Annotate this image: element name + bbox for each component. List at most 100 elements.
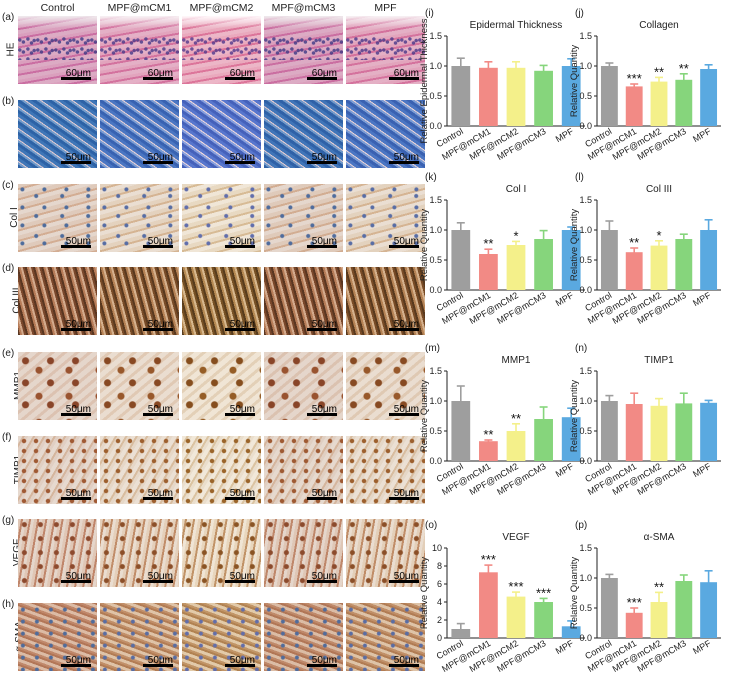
y-tick-label: 1.5 <box>429 31 442 41</box>
y-axis-label: Relative Quantity <box>569 380 580 453</box>
bar <box>600 66 618 126</box>
y-tick-label: 0.0 <box>579 285 592 295</box>
y-tick-label: 0.5 <box>579 603 592 613</box>
micrograph-tile: 50μm <box>18 603 97 671</box>
bar <box>700 69 718 126</box>
scale-label: 50μm <box>393 319 419 330</box>
significance-label: ** <box>629 235 639 250</box>
micrograph-tile: 50μm <box>264 184 343 252</box>
scale-label: 50μm <box>393 152 419 163</box>
significance-label: ** <box>654 64 664 79</box>
bar <box>561 66 581 126</box>
scale-label: 50μm <box>311 488 337 499</box>
y-tick-label: 1.0 <box>429 396 442 406</box>
chart-title: Col III <box>646 184 672 195</box>
micrograph-tile: 50μm <box>100 267 179 335</box>
y-tick-label: 1.5 <box>579 195 592 205</box>
panel-letter: (l) <box>575 172 584 183</box>
scale-bar <box>143 328 173 331</box>
micrograph-tile: 50μm <box>100 519 179 587</box>
y-tick-label: 0.5 <box>429 426 442 436</box>
y-tick-label: 0.0 <box>579 121 592 131</box>
scale-bar <box>389 161 419 164</box>
y-tick-label: 1.0 <box>579 61 592 71</box>
significance-label: ** <box>511 411 521 426</box>
micrograph-tile: 50μm <box>346 519 425 587</box>
y-axis-label: Relative Quantity <box>569 45 580 118</box>
scale-bar <box>307 413 337 416</box>
bar <box>534 70 553 126</box>
panel-letter: (p) <box>575 520 587 531</box>
micrograph-tile: 50μm <box>264 100 343 168</box>
panel-letter: (o) <box>425 520 437 531</box>
scale-bar <box>143 161 173 164</box>
scale-label: 50μm <box>65 236 91 247</box>
y-tick-label: 0.5 <box>579 255 592 265</box>
bar <box>479 441 498 461</box>
micrograph-tile: 50μm <box>182 603 261 671</box>
scale-label: 50μm <box>393 404 419 415</box>
scale-bar <box>61 161 91 164</box>
micrograph-tile: 50μm <box>264 603 343 671</box>
micrograph-tile: 50μm <box>18 352 97 420</box>
micrograph-tile: 50μm <box>18 267 97 335</box>
micrograph-tile: 50μm <box>264 267 343 335</box>
micrograph-tile: 50μm <box>182 519 261 587</box>
chart-title: Collagen <box>639 20 678 31</box>
y-tick-label: 10 <box>432 543 442 553</box>
scale-bar <box>143 580 173 583</box>
scale-label: 60μm <box>147 68 173 79</box>
scale-label: 60μm <box>311 68 337 79</box>
micrograph-tile: 60μm <box>18 16 97 84</box>
scale-bar <box>389 245 419 248</box>
scale-bar <box>61 413 91 416</box>
column-header: MPF <box>374 2 397 14</box>
y-tick-label: 0.5 <box>429 91 442 101</box>
bar <box>625 404 643 461</box>
micrograph-tile: 50μm <box>346 603 425 671</box>
y-tick-label: 6 <box>437 579 442 589</box>
micrograph-tile: 50μm <box>346 267 425 335</box>
bar <box>534 602 553 638</box>
column-header: Control <box>40 2 75 14</box>
y-tick-label: 1.5 <box>429 195 442 205</box>
micrograph-tile: 60μm <box>182 16 261 84</box>
row-letter: (a) <box>2 12 15 23</box>
y-axis-label: Relative Quantity <box>569 209 580 282</box>
scale-bar <box>225 77 255 80</box>
scale-bar <box>225 413 255 416</box>
micrograph-tile: 60μm <box>264 16 343 84</box>
scale-bar <box>307 664 337 667</box>
bar <box>506 596 526 638</box>
bar <box>600 578 618 638</box>
micrograph-tile: 50μm <box>100 100 179 168</box>
significance-label: *** <box>508 579 523 594</box>
y-tick-label: 0.0 <box>429 121 442 131</box>
bar <box>675 79 693 126</box>
column-header: MPF@mCM3 <box>271 2 336 14</box>
bar <box>479 572 498 638</box>
bar <box>451 401 471 461</box>
y-tick-label: 0.5 <box>429 255 442 265</box>
micrograph-tile: 50μm <box>264 519 343 587</box>
y-tick-label: 0.0 <box>579 456 592 466</box>
scale-label: 50μm <box>147 488 173 499</box>
bar <box>625 252 643 290</box>
significance-label: ** <box>483 236 493 251</box>
micrograph-tile: 50μm <box>182 436 261 504</box>
scale-label: 50μm <box>147 571 173 582</box>
y-tick-label: 0.0 <box>429 285 442 295</box>
scale-label: 50μm <box>229 571 255 582</box>
x-tick-label: MPF <box>691 461 713 479</box>
bar <box>650 405 668 461</box>
column-header: MPF@mCM2 <box>189 2 254 14</box>
y-tick-label: 1.5 <box>579 366 592 376</box>
y-tick-label: 1.0 <box>579 225 592 235</box>
scale-label: 50μm <box>229 488 255 499</box>
row-letter: (b) <box>2 96 15 107</box>
bar <box>625 612 643 638</box>
bar <box>479 254 498 290</box>
y-tick-label: 1.5 <box>579 31 592 41</box>
y-axis-label: Relative Quantity <box>419 557 430 630</box>
